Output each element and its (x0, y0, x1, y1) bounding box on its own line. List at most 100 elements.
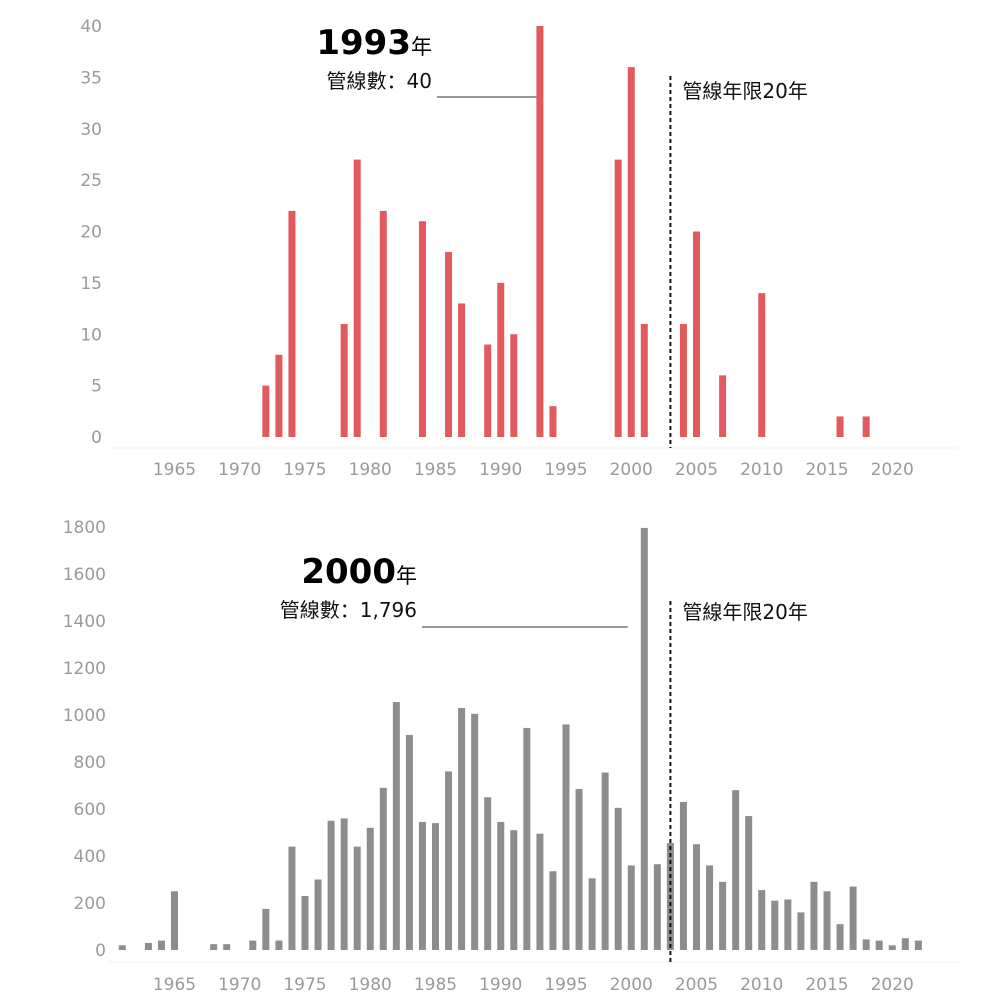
chart-1-bar (484, 344, 492, 437)
chart-2-bar (797, 912, 805, 950)
chart-2-bar (249, 940, 257, 950)
chart-1-y-tick-label: 15 (80, 274, 102, 294)
chart-2-bar (445, 771, 453, 950)
chart-2-bar (458, 707, 466, 950)
chart-1-bar (758, 293, 766, 437)
chart-2-y-tick-label: 1600 (63, 565, 106, 585)
chart-2-y-tick-label: 600 (74, 800, 106, 820)
chart-1-y-tick-label: 20 (80, 223, 102, 243)
chart-2-bar (275, 940, 283, 950)
chart-1-threshold-label: 管線年限20年 (682, 79, 807, 103)
chart-2-highlight-year: 2000年 (301, 552, 417, 592)
chart-2-bar (471, 713, 479, 950)
chart-2-y-tick-label: 1400 (63, 612, 106, 632)
chart-1-highlight-year-suffix: 年 (411, 35, 432, 59)
chart-2-x-tick-label: 1970 (218, 975, 261, 995)
chart-2-bar (614, 807, 622, 950)
chart-2-x-tick-label: 2015 (805, 975, 848, 995)
chart-1-x-tick-label: 1965 (153, 460, 196, 480)
chart-1-bar (379, 210, 387, 437)
chart-2-x-tick-label: 2020 (871, 975, 914, 995)
chart-2-bar (340, 818, 348, 950)
chart-2-bar (484, 797, 492, 950)
chart-2-bar (301, 895, 309, 950)
chart-1-y-tick-label: 40 (80, 17, 102, 37)
chart-2-x-tick-label: 1965 (153, 975, 196, 995)
chart-2-x-tick-label: 2005 (675, 975, 718, 995)
chart-2-bar (510, 830, 518, 950)
chart-2-x-tick-label: 1995 (544, 975, 587, 995)
chart-1-x-tick-label: 1980 (349, 460, 392, 480)
chart-2-bar (405, 734, 413, 950)
chart-2-bar (771, 900, 779, 950)
chart-2-x-tick-label: 1975 (283, 975, 326, 995)
chart-2-bar (836, 924, 844, 950)
chart-2-y-tick-label: 800 (74, 753, 106, 773)
chart-2-bar (392, 702, 400, 950)
chart-1-bar (693, 231, 700, 437)
chart-1-bar (862, 416, 870, 437)
chart-1-bar (719, 375, 727, 437)
chart-2-bar (171, 891, 178, 950)
chart-1-x-tick-label: 2010 (740, 460, 783, 480)
chart-2-y-tick-label: 1000 (63, 706, 106, 726)
chart-2-bar (353, 846, 361, 950)
chart-2-y-tick-label: 1200 (63, 659, 106, 679)
chart-2-bar (640, 527, 648, 950)
chart-1-x-tick-label: 2000 (610, 460, 653, 480)
chart-2-highlight-year-suffix: 年 (396, 564, 417, 588)
chart-panel-2: 0 200 400 600 800 1000 1200 1400 1600 1800 1965 197… (63, 518, 958, 995)
chart-2-bar (653, 864, 661, 950)
chart-2-x-tick-label: 1985 (414, 975, 457, 995)
chart-2-bar (758, 890, 766, 950)
chart-1-highlight-year: 1993年 (316, 23, 432, 63)
chart-2-bar (314, 879, 322, 950)
chart-1-y-tick-label: 30 (80, 120, 102, 140)
chart-2-x-tick-label: 1990 (479, 975, 522, 995)
chart-2-bar (536, 833, 544, 950)
chart-2-bar (210, 944, 218, 950)
chart-2-bar (901, 938, 909, 950)
chart-2-y-tick-label: 200 (74, 894, 106, 914)
chart-2-bar (262, 908, 270, 950)
chart-2-bar (288, 846, 296, 950)
chart-1-bar (340, 323, 348, 437)
chart-2-bar (693, 844, 700, 950)
chart-1-x-tick-label: 1990 (479, 460, 522, 480)
chart-1-y-tick-label: 35 (80, 68, 102, 88)
chart-1-bar (353, 159, 361, 437)
chart-2-bar (679, 801, 687, 950)
chart-2-bar (327, 820, 335, 950)
chart-2-x-tick-label: 2010 (740, 975, 783, 995)
chart-2-bar (549, 871, 557, 950)
chart-2-bar (418, 821, 426, 950)
chart-2-bar (810, 881, 818, 950)
chart-1-y-tick-label: 5 (91, 377, 102, 397)
chart-1-bar (536, 26, 544, 437)
chart-1-bar (614, 159, 622, 437)
chart-2-threshold-label: 管線年限20年 (682, 600, 807, 624)
chart-2-y-tick-label: 1800 (63, 518, 106, 538)
chart-1-x-tick-label: 2020 (871, 460, 914, 480)
chart-1-y-tick-label: 10 (80, 325, 102, 345)
chart-2-bar (706, 865, 714, 950)
chart-1-bar (836, 416, 844, 437)
chart-2-y-tick-label: 0 (95, 941, 106, 961)
chart-2-bar (719, 881, 727, 950)
chart-1-bar (275, 354, 283, 437)
chart-1-x-tick-label: 1975 (283, 460, 326, 480)
chart-2-bar (118, 945, 126, 950)
chart-2-bar (379, 787, 387, 950)
chart-1-bar (510, 334, 518, 437)
chart-2-bar (523, 727, 531, 950)
chart-2-bar (875, 940, 883, 950)
chart-2-bar (784, 899, 792, 950)
chart-2-bar (223, 944, 231, 950)
chart-2-bar (601, 772, 609, 950)
chart-2-bar (732, 790, 740, 950)
chart-1-bar (418, 221, 426, 437)
chart-2-bar (849, 886, 857, 950)
chart-1-x-tick-label: 1985 (414, 460, 457, 480)
chart-1-bar (262, 385, 270, 437)
chart-2-bar (144, 942, 152, 950)
